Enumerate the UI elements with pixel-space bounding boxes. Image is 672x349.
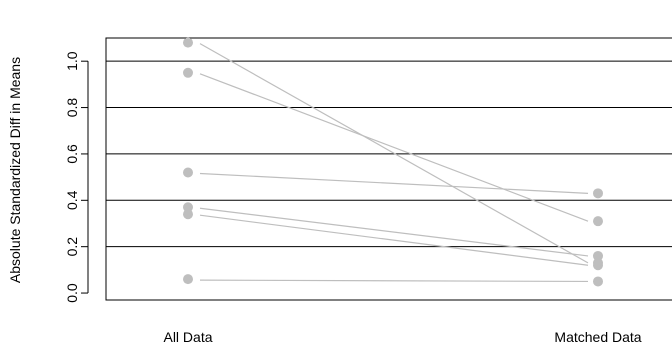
- data-point: [183, 67, 193, 78]
- x-axis: All Data Matched Data: [163, 329, 641, 345]
- series-points: [183, 37, 603, 287]
- y-tick-label: 1.0: [64, 51, 80, 71]
- data-point: [183, 274, 193, 285]
- data-point: [183, 167, 193, 178]
- data-point: [593, 250, 603, 261]
- y-tick-label: 0.6: [64, 144, 80, 164]
- plot-frame: [105, 37, 672, 301]
- y-tick-label: 0.0: [64, 283, 80, 303]
- series-line: [199, 214, 589, 266]
- series-line: [199, 207, 589, 257]
- y-tick-label: 0.2: [64, 237, 80, 257]
- data-point: [183, 202, 193, 213]
- y-axis: 0.0 0.2 0.4 0.6 0.8 1.0: [64, 51, 89, 303]
- data-point: [183, 37, 193, 48]
- y-axis-label: Absolute Standardized Diff in Means: [7, 57, 23, 283]
- series-lines: [199, 43, 589, 283]
- grid-lines: [106, 60, 672, 248]
- data-point: [593, 276, 603, 287]
- series-line: [199, 172, 589, 194]
- y-tick-label: 0.4: [64, 190, 80, 210]
- data-point: [183, 209, 193, 220]
- data-point: [593, 260, 603, 271]
- data-point: [593, 188, 603, 199]
- series-line: [199, 43, 589, 264]
- y-tick-label: 0.8: [64, 98, 80, 118]
- x-tick-label: All Data: [163, 329, 212, 345]
- data-point: [593, 216, 603, 227]
- series-line: [199, 73, 589, 222]
- x-tick-label: Matched Data: [554, 329, 641, 345]
- series-line: [199, 279, 589, 283]
